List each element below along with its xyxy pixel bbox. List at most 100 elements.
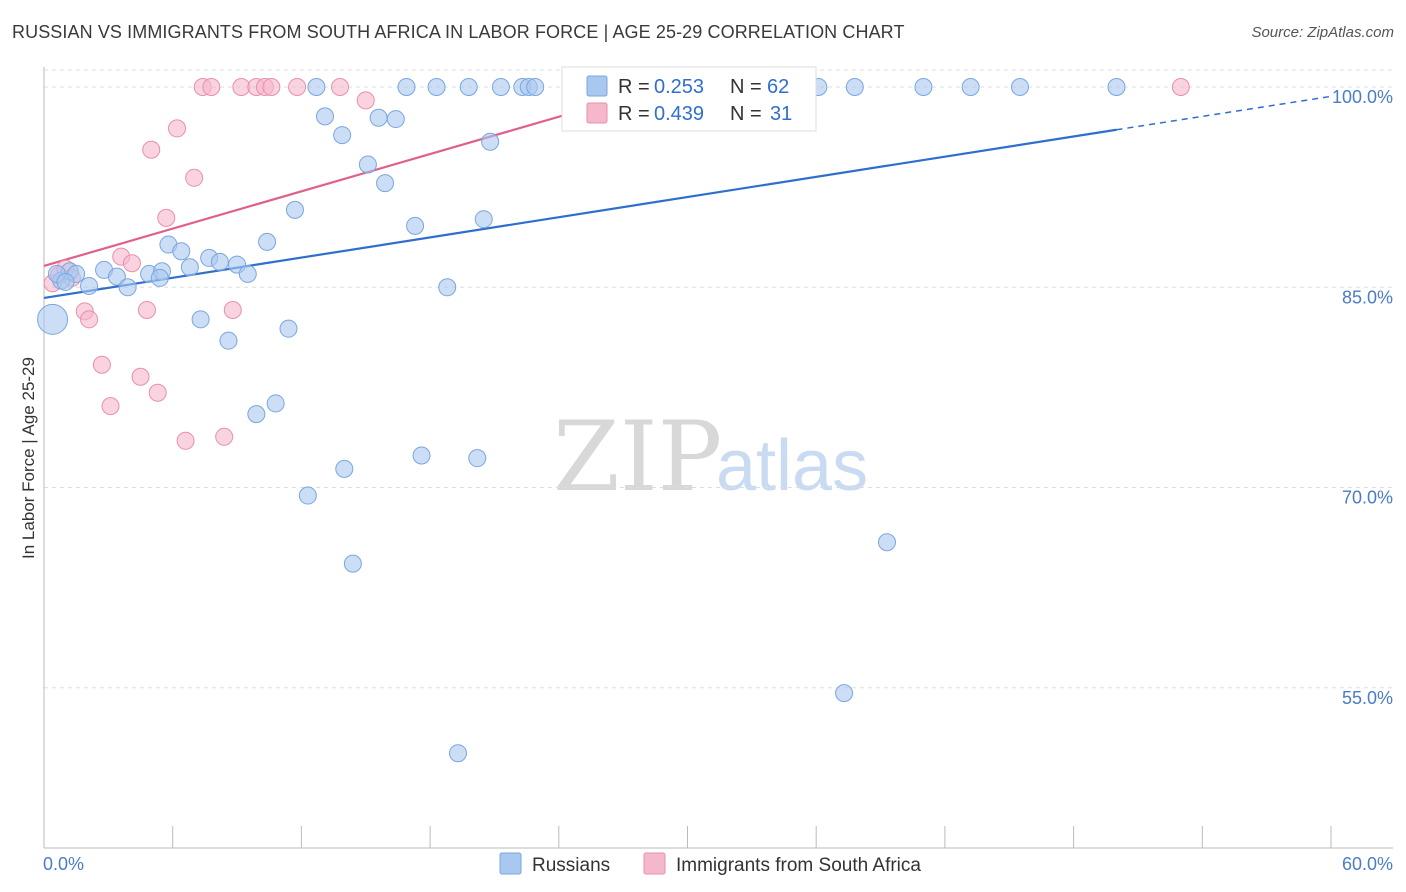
data-point-russians [459, 78, 478, 97]
data-point-immigrants [331, 78, 350, 97]
data-point-russians [1010, 78, 1029, 97]
x-tick-label-min: 0.0% [43, 854, 84, 874]
legend-swatch-immigrants [643, 852, 666, 875]
legend-label-russians: Russians [532, 855, 610, 876]
chart-title: RUSSIAN VS IMMIGRANTS FROM SOUTH AFRICA … [12, 22, 905, 42]
data-point-russians [412, 446, 431, 465]
data-point-russians [258, 232, 277, 251]
data-point-russians [210, 252, 229, 271]
axes [43, 67, 1393, 849]
source-label: Source: ZipAtlas.com [1251, 24, 1394, 41]
data-point-russians [448, 744, 467, 763]
data-point-russians [150, 268, 169, 287]
y-tick-label: 85.0% [1342, 287, 1393, 307]
data-point-russians [279, 319, 298, 338]
data-point-immigrants [223, 300, 242, 319]
data-point-russians [845, 78, 864, 97]
y-tick-label: 55.0% [1342, 688, 1393, 708]
data-point-russians [172, 242, 191, 261]
watermark: ZIP atlas [553, 401, 868, 513]
data-point-russians [369, 108, 388, 127]
data-point-immigrants [101, 397, 120, 416]
legend-n-value-immigrants: 31 [770, 103, 792, 125]
data-point-immigrants [288, 78, 307, 97]
data-point-russians [335, 459, 354, 478]
data-point-russians [1107, 78, 1126, 97]
series-immigrants-from-south-africa [43, 78, 1190, 450]
data-point-immigrants [148, 383, 167, 402]
data-point-russians [298, 486, 317, 505]
data-point-immigrants [137, 300, 156, 319]
data-point-immigrants [167, 119, 186, 138]
grid-lines [44, 69, 1393, 689]
data-point-russians [180, 258, 199, 277]
data-point-immigrants [185, 168, 204, 187]
data-point-russians [406, 216, 425, 235]
legend-n-value-russians: 62 [767, 76, 789, 98]
y-tick-label: 70.0% [1342, 488, 1393, 508]
data-point-russians [333, 126, 352, 145]
watermark-atlas: atlas [716, 426, 868, 506]
data-point-russians [397, 78, 416, 97]
data-point-immigrants [122, 254, 141, 273]
data-point-russians [118, 278, 137, 297]
legend-label-immigrants: Immigrants from South Africa [676, 855, 921, 876]
data-point-russians [343, 554, 362, 573]
series-russians [37, 78, 1126, 763]
data-point-immigrants [215, 427, 234, 446]
data-point-russians [427, 78, 446, 97]
data-point-immigrants [356, 91, 375, 110]
stats-legend: R = 0.253 N = 62 R = 0.439 N = 31 [561, 66, 817, 132]
data-point-russians [835, 684, 854, 703]
legend-swatch-immigrants [586, 102, 608, 124]
legend-r-value-immigrants: 0.439 [654, 103, 704, 125]
data-point-russians [914, 78, 933, 97]
data-point-immigrants [176, 431, 195, 450]
data-point-russians [247, 405, 266, 424]
data-point-russians [474, 210, 493, 229]
data-point-russians [376, 174, 395, 193]
data-point-russians [526, 78, 545, 97]
data-point-russians [80, 276, 99, 295]
data-point-russians [468, 449, 487, 468]
data-point-immigrants [92, 355, 111, 374]
y-axis-title: In Labor Force | Age 25-29 [19, 357, 38, 559]
data-point-russians [358, 155, 377, 174]
data-point-russians [37, 303, 69, 335]
data-point-russians [238, 264, 257, 283]
data-point-immigrants [202, 78, 221, 97]
x-tick-label-max: 60.0% [1342, 854, 1393, 874]
series-legend: Russians Immigrants from South Africa [499, 852, 921, 876]
data-point-russians [315, 107, 334, 126]
legend-r-label: R = [618, 76, 650, 98]
y-tick-label: 100.0% [1332, 87, 1393, 107]
data-point-russians [191, 310, 210, 329]
legend-r-value-russians: 0.253 [654, 76, 704, 98]
data-point-russians [877, 533, 896, 552]
watermark-zip: ZIP [553, 401, 722, 513]
data-point-immigrants [80, 310, 99, 329]
data-point-russians [438, 278, 457, 297]
data-point-russians [307, 78, 326, 97]
data-point-russians [56, 272, 75, 291]
legend-n-label: N = [730, 76, 762, 98]
data-point-immigrants [262, 78, 281, 97]
data-point-russians [219, 331, 238, 350]
data-point-immigrants [157, 208, 176, 227]
data-point-russians [491, 78, 510, 97]
data-point-immigrants [232, 78, 251, 97]
data-point-russians [266, 394, 285, 413]
data-point-russians [481, 132, 500, 151]
legend-r-label: R = [618, 103, 650, 125]
data-point-immigrants [1171, 78, 1190, 97]
data-point-russians [107, 267, 126, 286]
legend-n-label: N = [730, 103, 762, 125]
legend-swatch-russians [499, 852, 522, 875]
data-point-immigrants [142, 140, 161, 159]
data-point-russians [961, 78, 980, 97]
data-point-russians [386, 110, 405, 129]
trend-line-russians-extension [1116, 95, 1332, 131]
data-point-immigrants [131, 367, 150, 386]
trend-line-russians [43, 128, 1117, 300]
